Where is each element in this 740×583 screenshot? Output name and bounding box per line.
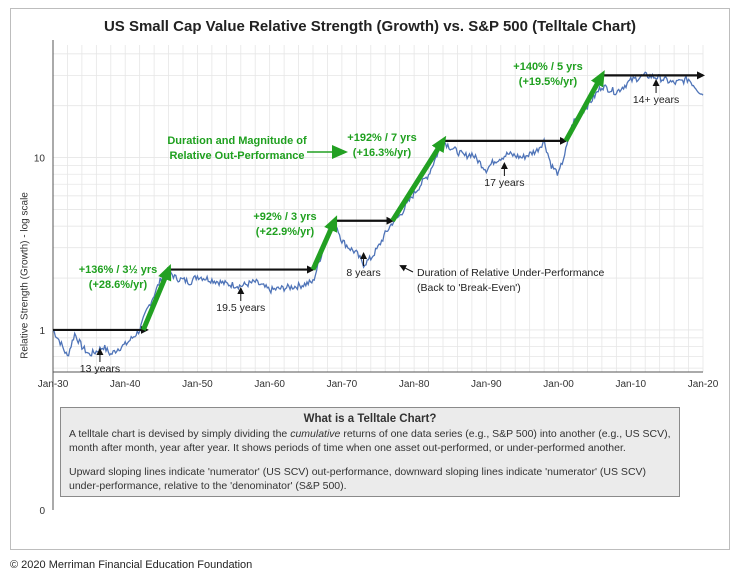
green-annotation-line2: (+28.6%/yr) bbox=[89, 279, 148, 291]
green-annotation-line1: +92% / 3 yrs bbox=[253, 211, 316, 223]
growth-arrows bbox=[140, 70, 605, 331]
chart-title: US Small Cap Value Relative Strength (Gr… bbox=[103, 18, 637, 35]
duration-label: 13 years bbox=[80, 363, 120, 375]
info-paragraph-1: A telltale chart is devised by simply di… bbox=[69, 428, 671, 454]
axes bbox=[52, 40, 703, 510]
green-annotation-line1: +136% / 3½ yrs bbox=[79, 264, 158, 276]
info-paragraph-2: Upward sloping lines indicate 'numerator… bbox=[69, 466, 647, 492]
green-annotation-line2: (+16.3%/yr) bbox=[353, 147, 412, 159]
x-tick-label: Jan-00 bbox=[543, 379, 574, 390]
out-performance-arrow bbox=[563, 70, 605, 143]
copyright-text: © 2020 Merriman Financial Education Foun… bbox=[10, 559, 253, 571]
duration-label: 19.5 years bbox=[216, 302, 265, 314]
under-performance-line2: (Back to 'Break-Even') bbox=[417, 282, 521, 294]
green-annotation-line1: +140% / 5 yrs bbox=[513, 61, 582, 73]
x-tick-label: Jan-10 bbox=[615, 379, 646, 390]
x-tick-label: Jan-50 bbox=[182, 379, 213, 390]
x-tick-label: Jan-20 bbox=[688, 379, 719, 390]
y-tick-label: 10 bbox=[34, 154, 46, 165]
under-performance-pointer bbox=[399, 265, 414, 273]
gridlines bbox=[52, 45, 704, 372]
x-tick-label: Jan-30 bbox=[38, 379, 69, 390]
green-annotation-line2: (+22.9%/yr) bbox=[256, 226, 315, 238]
green-annotation-line2: (+19.5%/yr) bbox=[519, 76, 578, 88]
x-tick-label: Jan-60 bbox=[254, 379, 285, 390]
trend-lines bbox=[53, 71, 705, 334]
green-annotation-line1: +192% / 7 yrs bbox=[347, 132, 416, 144]
y-axis-label: Relative Strength (Growth) - log scale bbox=[19, 192, 31, 359]
y-tick-label: 0 bbox=[39, 506, 45, 517]
info-heading: What is a Telltale Chart? bbox=[303, 413, 437, 425]
out-performance-arrow bbox=[390, 135, 447, 223]
tick-labels: Jan-30 Jan-40 Jan-50 Jan-60 Jan-70 Jan-80 Jan-… bbox=[34, 154, 719, 517]
x-tick-label: Jan-40 bbox=[110, 379, 141, 390]
y-tick-label: 1 bbox=[39, 326, 45, 337]
x-tick-label: Jan-70 bbox=[327, 379, 358, 390]
duration-label: 8 years bbox=[346, 267, 380, 279]
under-performance-line1: Duration of Relative Under-Performance bbox=[417, 267, 604, 279]
x-tick-label: Jan-90 bbox=[471, 379, 502, 390]
green-annotation-line2: Relative Out-Performance bbox=[169, 150, 304, 162]
annotations: +136% / 3½ yrs (+28.6%/yr) +92% / 3 yrs (+2… bbox=[79, 61, 680, 375]
duration-label: 14+ years bbox=[633, 94, 679, 106]
out-performance-arrow bbox=[140, 264, 172, 331]
green-annotation-line1: Duration and Magnitude of bbox=[167, 135, 307, 147]
duration-label: 17 years bbox=[484, 177, 524, 189]
x-tick-label: Jan-80 bbox=[399, 379, 430, 390]
telltale-info-box: What is a Telltale Chart? A telltale cha… bbox=[60, 407, 680, 497]
out-performance-arrow bbox=[310, 215, 338, 271]
